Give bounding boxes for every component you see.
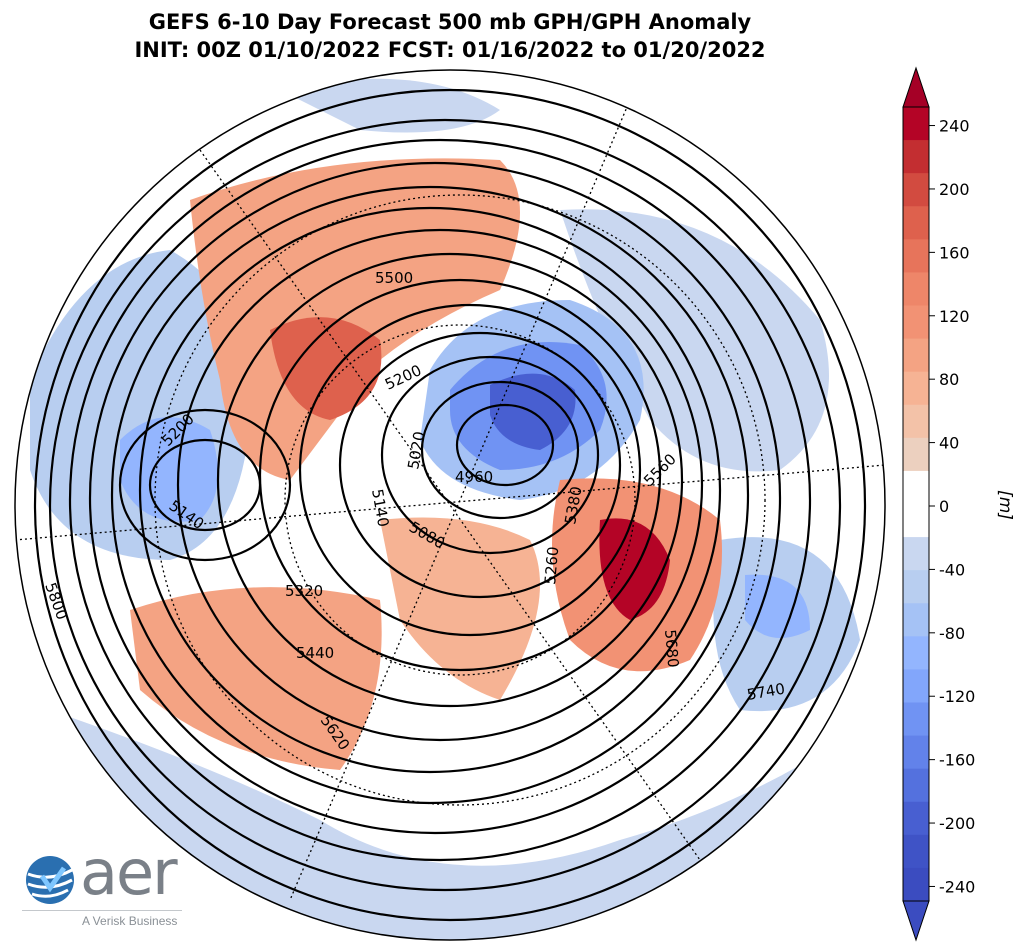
colorbar-swatch bbox=[903, 305, 929, 340]
colorbar-swatch bbox=[903, 206, 929, 240]
anomaly-region-positive-west bbox=[130, 587, 382, 770]
colorbar-tick-label: -80 bbox=[939, 624, 965, 643]
anomaly-core-positive-north bbox=[270, 317, 382, 420]
colorbar-swatch bbox=[903, 669, 929, 703]
colorbar-swatch bbox=[903, 834, 929, 869]
colorbar-max-arrow bbox=[902, 66, 930, 108]
colorbar-swatch bbox=[903, 239, 929, 273]
colorbar-swatch bbox=[903, 272, 929, 306]
colorbar-min-arrow bbox=[902, 900, 930, 942]
colorbar-swatch bbox=[903, 801, 929, 836]
colorbar-swatch bbox=[903, 603, 929, 637]
colorbar-swatch bbox=[903, 636, 929, 670]
colorbar-tick-label: 80 bbox=[939, 370, 959, 389]
contour-label: 5260 bbox=[541, 546, 562, 586]
colorbar-tick-label: 40 bbox=[939, 434, 959, 453]
contour-label: 5320 bbox=[285, 582, 323, 600]
colorbar-ticks: 240 200 160 120 80 40 0 -40 -80 -120 -160 -200 -240 bbox=[929, 117, 975, 896]
colorbar-unit-label: [m] bbox=[995, 490, 1015, 520]
colorbar-tick-label: -120 bbox=[939, 687, 975, 706]
anomaly-core-southeast bbox=[745, 574, 810, 638]
colorbar-swatch bbox=[903, 570, 929, 604]
anomaly-region-positive-south bbox=[380, 517, 540, 700]
map-frame bbox=[14, 69, 886, 941]
colorbar-tick-label: -40 bbox=[939, 560, 965, 579]
logo-divider bbox=[22, 910, 182, 911]
chart-title: GEFS 6-10 Day Forecast 500 mb GPH/GPH An… bbox=[148, 10, 752, 34]
colorbar-swatch bbox=[903, 107, 929, 141]
colorbar-tick-label: 120 bbox=[939, 307, 970, 326]
graticule bbox=[15, 99, 885, 901]
contour-label: 5500 bbox=[375, 269, 413, 287]
colorbar-swatches bbox=[902, 66, 930, 942]
anomaly-region-positive-north bbox=[190, 158, 520, 480]
colorbar-frame bbox=[902, 106, 930, 902]
colorbar-swatch bbox=[903, 140, 929, 174]
colorbar-swatch bbox=[903, 404, 929, 439]
colorbar-swatch bbox=[903, 504, 929, 538]
logo-tagline: A Verisk Business bbox=[82, 914, 178, 928]
colorbar-swatch bbox=[903, 371, 929, 406]
colorbar-swatch bbox=[903, 702, 929, 737]
contour-label: 5440 bbox=[296, 644, 334, 662]
colorbar-tick-label: 200 bbox=[939, 180, 970, 199]
height-contours bbox=[33, 88, 867, 922]
contour-label: 5680 bbox=[661, 629, 682, 669]
colorbar-tick-label: 240 bbox=[939, 117, 970, 136]
colorbar-swatch bbox=[903, 437, 929, 472]
colorbar-swatch bbox=[903, 735, 929, 770]
colorbar-tick-label: -240 bbox=[939, 877, 975, 896]
chart-subtitle: INIT: 00Z 01/10/2022 FCST: 01/16/2022 to… bbox=[134, 38, 766, 62]
colorbar-tick-label: -160 bbox=[939, 751, 975, 770]
colorbar-swatch bbox=[903, 338, 929, 373]
colorbar-tick-label: 160 bbox=[939, 243, 970, 262]
colorbar-swatch bbox=[903, 867, 929, 902]
colorbar-swatch bbox=[903, 470, 929, 505]
colorbar-swatch bbox=[903, 537, 929, 571]
contour-label: 4960 bbox=[455, 468, 493, 486]
colorbar-tick-label: 0 bbox=[939, 497, 949, 516]
colorbar-swatch bbox=[903, 768, 929, 803]
colorbar-swatch bbox=[903, 173, 929, 207]
logo-word: aer bbox=[80, 836, 178, 909]
colorbar-tick-label: -200 bbox=[939, 814, 975, 833]
aer-globe-icon bbox=[26, 856, 74, 904]
aer-logo: aer A Verisk Business bbox=[22, 836, 202, 932]
